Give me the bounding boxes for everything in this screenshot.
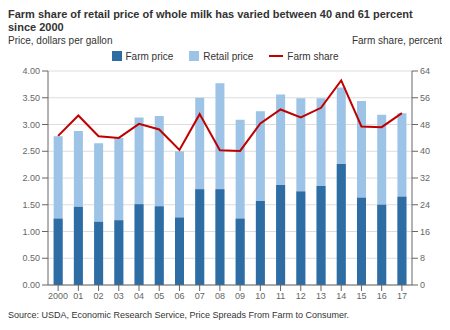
- svg-text:13: 13: [316, 291, 326, 301]
- svg-text:0.00: 0.00: [22, 280, 40, 290]
- svg-text:10: 10: [255, 291, 265, 301]
- svg-text:0: 0: [420, 280, 425, 290]
- svg-text:08: 08: [215, 291, 225, 301]
- html-text:Farm share of retail price of: Farm share of retail price of whole milk…: [8, 8, 413, 33]
- svg-text:40: 40: [420, 146, 430, 156]
- html-text:Retail price: Retail price: [203, 50, 254, 62]
- svg-text:05: 05: [154, 291, 164, 301]
- svg-text:2.50: 2.50: [22, 146, 40, 156]
- svg-text:4.00: 4.00: [22, 66, 40, 76]
- svg-text:16: 16: [377, 291, 387, 301]
- svg-text:02: 02: [94, 291, 104, 301]
- svg-text:8: 8: [420, 253, 425, 263]
- svg-text:64: 64: [420, 66, 430, 76]
- svg-text:16: 16: [420, 227, 430, 237]
- svg-text:1.50: 1.50: [22, 200, 40, 210]
- html-text:Price, dollars per gallon: Price, dollars per gallon: [8, 35, 113, 46]
- svg-text:07: 07: [195, 291, 205, 301]
- svg-text:03: 03: [114, 291, 124, 301]
- svg-text:2.00: 2.00: [22, 173, 40, 183]
- svg-text:48: 48: [420, 120, 430, 130]
- svg-text:14: 14: [336, 291, 346, 301]
- svg-text:01: 01: [73, 291, 83, 301]
- html-text:Farm price: Farm price: [125, 50, 174, 62]
- html-text:Source: USDA, Economic Researc: Source: USDA, Economic Research Service,…: [8, 310, 350, 320]
- svg-text:09: 09: [235, 291, 245, 301]
- svg-text:24: 24: [420, 200, 430, 210]
- svg-text:04: 04: [134, 291, 144, 301]
- svg-text:3.00: 3.00: [22, 120, 40, 130]
- svg-text:3.50: 3.50: [22, 93, 40, 103]
- svg-text:56: 56: [420, 93, 430, 103]
- svg-text:1.00: 1.00: [22, 227, 40, 237]
- svg-text:12: 12: [296, 291, 306, 301]
- svg-text:17: 17: [397, 291, 407, 301]
- svg-text:06: 06: [174, 291, 184, 301]
- svg-text:0.50: 0.50: [22, 253, 40, 263]
- html-text:Farm share, percent: Farm share, percent: [352, 35, 442, 46]
- svg-text:15: 15: [356, 291, 366, 301]
- svg-text:2000: 2000: [48, 291, 68, 301]
- svg-text:11: 11: [276, 291, 285, 301]
- html-text:Farm share: Farm share: [287, 50, 339, 62]
- svg-text:32: 32: [420, 173, 430, 183]
